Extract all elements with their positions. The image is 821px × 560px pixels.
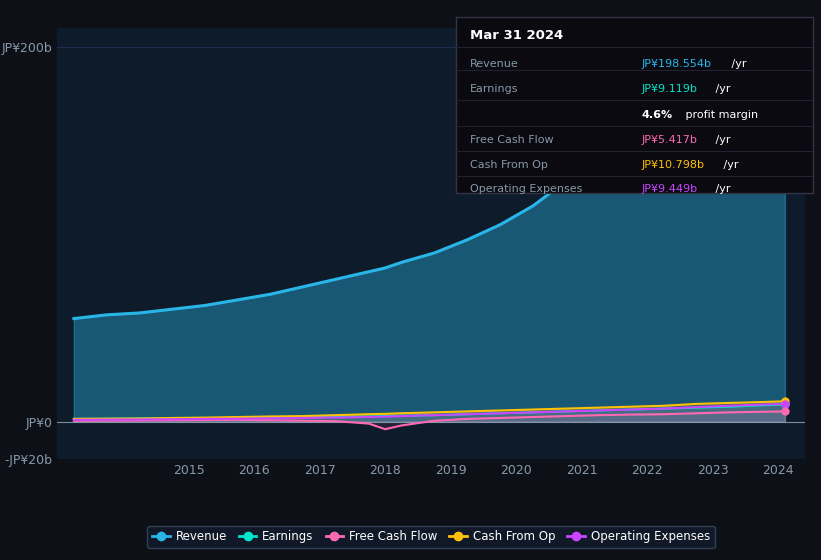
Text: profit margin: profit margin	[682, 110, 759, 120]
Text: JP¥9.449b: JP¥9.449b	[641, 184, 698, 194]
Text: /yr: /yr	[712, 184, 731, 194]
Text: 4.6%: 4.6%	[641, 110, 672, 120]
Text: /yr: /yr	[727, 59, 746, 69]
Text: JP¥198.554b: JP¥198.554b	[641, 59, 711, 69]
Text: Earnings: Earnings	[470, 84, 518, 94]
Text: Revenue: Revenue	[470, 59, 519, 69]
Text: Cash From Op: Cash From Op	[470, 160, 548, 170]
Text: Mar 31 2024: Mar 31 2024	[470, 29, 563, 42]
Text: Free Cash Flow: Free Cash Flow	[470, 135, 553, 145]
Text: JP¥5.417b: JP¥5.417b	[641, 135, 697, 145]
Legend: Revenue, Earnings, Free Cash Flow, Cash From Op, Operating Expenses: Revenue, Earnings, Free Cash Flow, Cash …	[147, 526, 715, 548]
Text: /yr: /yr	[720, 160, 738, 170]
Text: /yr: /yr	[712, 135, 731, 145]
Text: /yr: /yr	[712, 84, 731, 94]
Text: JP¥9.119b: JP¥9.119b	[641, 84, 697, 94]
Text: JP¥10.798b: JP¥10.798b	[641, 160, 704, 170]
Text: Operating Expenses: Operating Expenses	[470, 184, 582, 194]
